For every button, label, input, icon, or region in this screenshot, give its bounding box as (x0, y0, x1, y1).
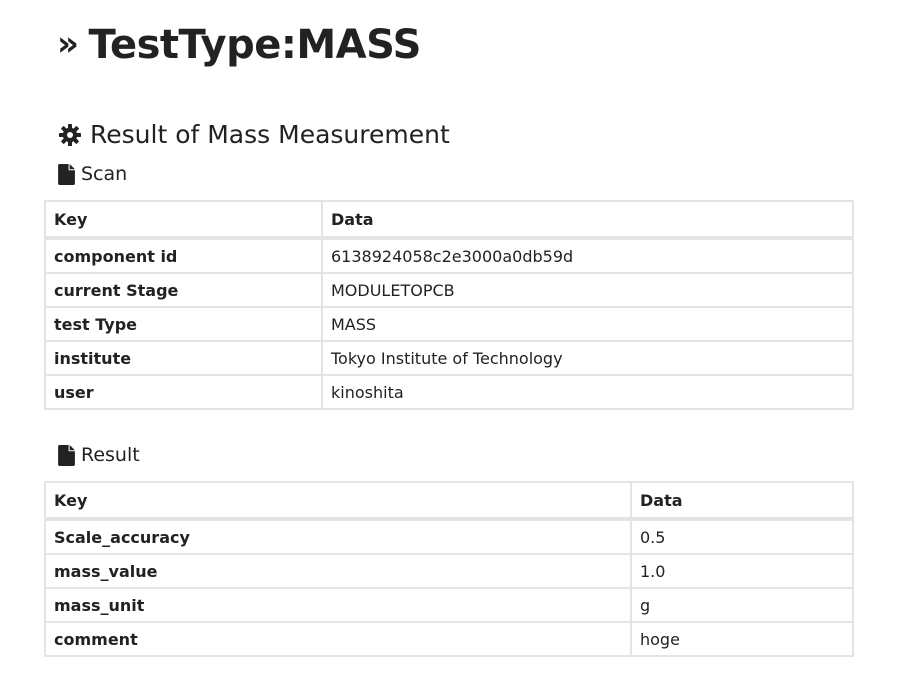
row-value: 6138924058c2e3000a0db59d (321, 237, 854, 274)
table-row: mass_unit g (44, 587, 854, 623)
table-row: comment hoge (44, 621, 854, 657)
table-row: mass_value 1.0 (44, 553, 854, 589)
row-key: test Type (44, 306, 323, 342)
file-icon (58, 163, 75, 185)
table-row: current Stage MODULETOPCB (44, 272, 854, 308)
column-header-data: Data (321, 200, 854, 240)
page-title: » TestType:MASS (57, 22, 421, 68)
row-value: Tokyo Institute of Technology (321, 340, 854, 376)
table-header-row: Key Data (44, 481, 854, 521)
row-key: comment (44, 621, 632, 657)
row-value: MODULETOPCB (321, 272, 854, 308)
table-row: test Type MASS (44, 306, 854, 342)
result-heading-text: Result (81, 444, 140, 466)
scan-heading-text: Scan (81, 163, 128, 185)
row-value: 0.5 (630, 518, 854, 555)
table-header-row: Key Data (44, 200, 854, 240)
column-header-key: Key (44, 481, 632, 521)
double-chevron-right-icon: » (57, 24, 79, 64)
row-key: mass_unit (44, 587, 632, 623)
row-key: institute (44, 340, 323, 376)
scan-heading: Scan (58, 163, 127, 185)
table-row: institute Tokyo Institute of Technology (44, 340, 854, 376)
table-row: component id 6138924058c2e3000a0db59d (44, 237, 854, 274)
table-row: user kinoshita (44, 374, 854, 410)
section-heading: Result of Mass Measurement (58, 120, 450, 149)
row-key: current Stage (44, 272, 323, 308)
row-value: hoge (630, 621, 854, 657)
result-heading: Result (58, 444, 140, 466)
file-icon (58, 444, 75, 466)
table-row: Scale_accuracy 0.5 (44, 518, 854, 555)
column-header-key: Key (44, 200, 323, 240)
page-title-text: TestType:MASS (88, 22, 421, 68)
row-key: mass_value (44, 553, 632, 589)
result-table: Key Data Scale_accuracy 0.5 mass_value 1… (44, 481, 854, 657)
column-header-data: Data (630, 481, 854, 521)
row-value: 1.0 (630, 553, 854, 589)
row-value: g (630, 587, 854, 623)
gear-icon (59, 123, 81, 146)
row-key: user (44, 374, 323, 410)
row-key: component id (44, 237, 323, 274)
section-heading-text: Result of Mass Measurement (90, 120, 450, 149)
row-key: Scale_accuracy (44, 518, 632, 555)
row-value: kinoshita (321, 374, 854, 410)
scan-table: Key Data component id 6138924058c2e3000a… (44, 200, 854, 410)
row-value: MASS (321, 306, 854, 342)
